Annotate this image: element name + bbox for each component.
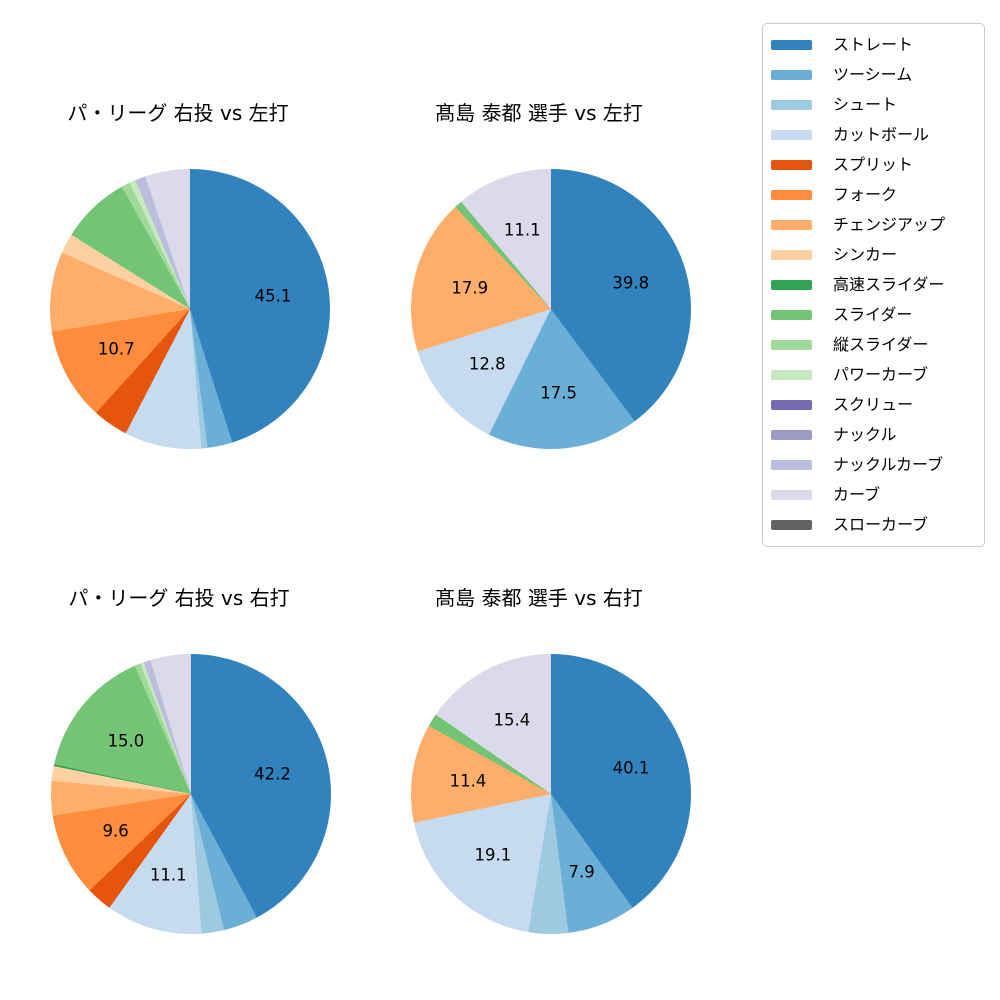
legend-item: カーブ: [771, 480, 976, 510]
legend-label: スライダー: [833, 305, 913, 324]
legend-color-swatch: [771, 70, 812, 80]
legend-item: スプリット: [771, 150, 976, 180]
pie-value-label: 17.5: [540, 383, 578, 403]
legend-label: ナックルカーブ: [833, 455, 944, 474]
pie-chart-league-vs-left: パ・リーグ 右投 vs 左打 45.1 10.7: [50, 100, 330, 460]
pie-chart-player-vs-right: 髙島 泰都 選手 vs 右打 40.1 7.9 19.1 11.4 15.4: [411, 585, 691, 945]
pie-value-label: 12.8: [468, 354, 506, 374]
chart-title: パ・リーグ 右投 vs 右打: [68, 586, 290, 610]
legend-label: チェンジアップ: [833, 215, 946, 234]
pie-league-vs-right: 42.2 11.1 9.6 15.0: [51, 654, 331, 934]
legend-label: スプリット: [833, 155, 914, 174]
legend-item: チェンジアップ: [771, 210, 976, 240]
legend-color-swatch: [771, 100, 812, 110]
legend-item: シンカー: [771, 240, 976, 270]
pie-value-label: 39.8: [612, 273, 650, 293]
legend-label: 高速スライダー: [833, 275, 945, 294]
pie-value-label: 11.4: [449, 771, 487, 791]
legend-item: ツーシーム: [771, 60, 976, 90]
pie-value-label: 9.6: [102, 821, 129, 841]
legend-label: ツーシーム: [833, 65, 913, 84]
pie-value-label: 45.1: [254, 286, 292, 306]
legend-color-swatch: [771, 400, 812, 410]
legend-item: ストレート: [771, 30, 976, 60]
pie-league-vs-left: 45.1 10.7: [50, 169, 330, 449]
legend-color-swatch: [771, 490, 812, 500]
legend-color-swatch: [771, 370, 812, 380]
pie-player-vs-right: 40.1 7.9 19.1 11.4 15.4: [411, 654, 691, 934]
pie-value-label: 42.2: [254, 764, 291, 784]
pie-value-label: 7.9: [568, 862, 595, 882]
legend-color-swatch: [771, 130, 812, 140]
legend-color-swatch: [771, 310, 812, 320]
legend-item: パワーカーブ: [771, 360, 976, 390]
legend-item: カットボール: [771, 120, 976, 150]
legend-item: シュート: [771, 90, 976, 120]
legend-item: ナックルカーブ: [771, 450, 976, 480]
pie-chart-player-vs-left: 髙島 泰都 選手 vs 左打 39.8 17.5 12.8 17.9 11.1: [411, 100, 691, 460]
pie-value-label: 11.1: [503, 220, 541, 240]
legend-color-swatch: [771, 250, 812, 260]
legend-item: フォーク: [771, 180, 976, 210]
legend-color-swatch: [771, 190, 812, 200]
pie-value-label: 15.4: [493, 710, 531, 730]
pie-value-label: 19.1: [474, 845, 512, 865]
legend-label: シンカー: [833, 245, 898, 264]
legend-item: スライダー: [771, 300, 976, 330]
chart-title: パ・リーグ 右投 vs 左打: [67, 101, 289, 125]
pitch-type-legend: ストレートツーシームシュートカットボール スプリットフォークチェンジアップ シンカー…: [762, 23, 985, 547]
pie-value-label: 15.0: [107, 731, 145, 751]
legend-color-swatch: [771, 520, 812, 530]
legend-color-swatch: [771, 40, 812, 50]
pie-value-label: 11.1: [149, 865, 187, 885]
legend-item: ナックル: [771, 420, 976, 450]
legend-label: カーブ: [833, 485, 881, 504]
legend-color-swatch: [771, 220, 812, 230]
legend-item: スクリュー: [771, 390, 976, 420]
legend-label: シュート: [833, 95, 898, 114]
pie-value-label: 10.7: [97, 339, 135, 359]
pie-value-label: 17.9: [451, 278, 489, 298]
legend-label: ストレート: [833, 35, 914, 54]
legend-label: スローカーブ: [833, 515, 929, 534]
pie-chart-league-vs-right: パ・リーグ 右投 vs 右打 42.2 11.1 9.6 15.0: [51, 585, 331, 945]
legend-item: 高速スライダー: [771, 270, 976, 300]
chart-title: 髙島 泰都 選手 vs 右打: [435, 586, 643, 610]
legend-color-swatch: [771, 340, 812, 350]
legend-item: スローカーブ: [771, 510, 976, 540]
legend-label: ナックル: [833, 425, 897, 444]
legend-label: 縦スライダー: [833, 335, 929, 354]
pie-value-label: 40.1: [612, 758, 650, 778]
legend-label: パワーカーブ: [833, 365, 929, 384]
pie-player-vs-left: 39.8 17.5 12.8 17.9 11.1: [411, 169, 691, 449]
legend-color-swatch: [771, 160, 812, 170]
legend-label: フォーク: [833, 185, 898, 204]
legend-color-swatch: [771, 430, 812, 440]
legend-label: カットボール: [833, 125, 930, 144]
chart-title: 髙島 泰都 選手 vs 左打: [435, 101, 643, 125]
legend-label: スクリュー: [833, 395, 914, 414]
legend-item: 縦スライダー: [771, 330, 976, 360]
legend-color-swatch: [771, 460, 812, 470]
legend-color-swatch: [771, 280, 812, 290]
